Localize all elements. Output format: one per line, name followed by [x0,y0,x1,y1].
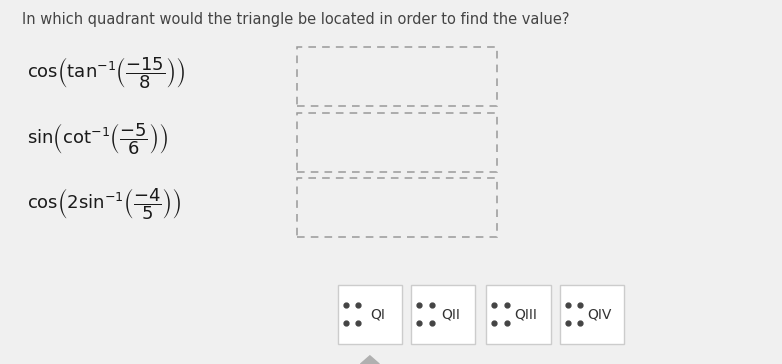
Text: QIV: QIV [587,307,612,321]
Text: In which quadrant would the triangle be located in order to find the value?: In which quadrant would the triangle be … [22,12,569,27]
Polygon shape [361,356,379,364]
FancyBboxPatch shape [560,285,624,344]
Text: $\sin\!\left(\cot^{-1}\!\left(\dfrac{-5}{6}\right)\right)$: $\sin\!\left(\cot^{-1}\!\left(\dfrac{-5}… [27,121,168,157]
FancyBboxPatch shape [411,285,475,344]
FancyBboxPatch shape [338,285,402,344]
FancyBboxPatch shape [486,285,551,344]
Text: $\cos\!\left(2\sin^{-1}\!\left(\dfrac{-4}{5}\right)\right)$: $\cos\!\left(2\sin^{-1}\!\left(\dfrac{-4… [27,187,182,222]
Text: QIII: QIII [515,307,537,321]
Text: $\cos\!\left(\tan^{-1}\!\left(\dfrac{-15}{8}\right)\right)$: $\cos\!\left(\tan^{-1}\!\left(\dfrac{-15… [27,56,185,91]
Text: QII: QII [442,307,461,321]
Text: QI: QI [370,307,385,321]
